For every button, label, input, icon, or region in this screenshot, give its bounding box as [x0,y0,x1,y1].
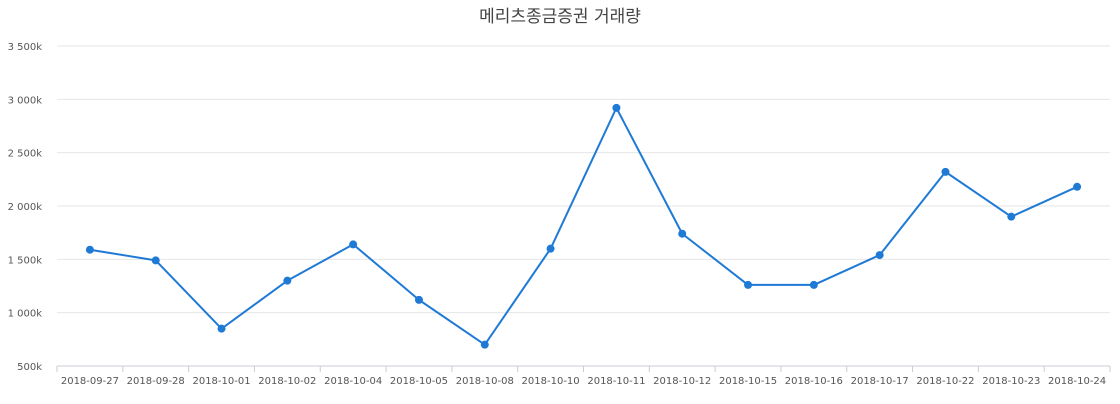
x-tick-label: 2018-10-11 [587,376,645,387]
x-tick-label: 2018-10-23 [982,376,1040,387]
x-tick-label: 2018-10-24 [1048,376,1106,387]
data-point[interactable] [744,280,753,289]
x-tick-label: 2018-10-12 [653,376,711,387]
data-point[interactable] [217,324,226,333]
chart-title: 메리츠종금증권 거래량 [479,7,641,27]
data-point[interactable] [414,295,423,304]
data-point[interactable] [349,240,358,249]
data-point[interactable] [1007,212,1016,221]
x-tick-label: 2018-09-27 [61,376,119,387]
x-tick-label: 2018-10-08 [456,376,514,387]
y-tick-label: 3 500k [8,42,43,53]
x-tick-label: 2018-10-17 [851,376,909,387]
data-point[interactable] [612,103,621,112]
x-tick-label: 2018-10-04 [324,376,382,387]
data-point[interactable] [678,229,687,238]
y-tick-label: 2 500k [8,149,43,160]
y-axis-tick-labels: 500k 1 000k 1 500k 2 000k 2 500k 3 000k 3 500k [8,42,43,373]
x-tick-label: 2018-10-10 [522,376,580,387]
y-tick-label: 1 000k [8,309,43,320]
data-point[interactable] [283,276,292,285]
y-tick-label: 1 500k [8,255,43,266]
data-point[interactable] [875,251,884,260]
x-tick-label: 2018-10-05 [390,376,448,387]
x-tick-label: 2018-10-22 [916,376,974,387]
data-point[interactable] [85,245,94,254]
data-point[interactable] [480,340,489,349]
gridlines [57,45,1110,314]
series-layer [85,103,1082,349]
x-tick-label: 2018-10-01 [192,376,250,387]
y-tick-label: 500k [17,362,42,373]
x-tick-label: 2018-10-02 [258,376,316,387]
x-tick-label: 2018-10-16 [785,376,843,387]
y-tick-label: 3 000k [8,95,43,106]
y-tick-label: 2 000k [8,202,43,213]
x-axis [56,365,1111,372]
data-point[interactable] [151,256,160,265]
data-point[interactable] [941,167,950,176]
x-tick-label: 2018-09-28 [127,376,185,387]
series-line [89,106,1078,346]
x-tick-label: 2018-10-15 [719,376,777,387]
x-axis-tick-labels: 2018-09-27 2018-09-28 2018-10-01 2018-10-02… [61,376,1106,387]
data-point[interactable] [809,280,818,289]
data-point[interactable] [1073,182,1082,191]
data-point[interactable] [546,244,555,253]
